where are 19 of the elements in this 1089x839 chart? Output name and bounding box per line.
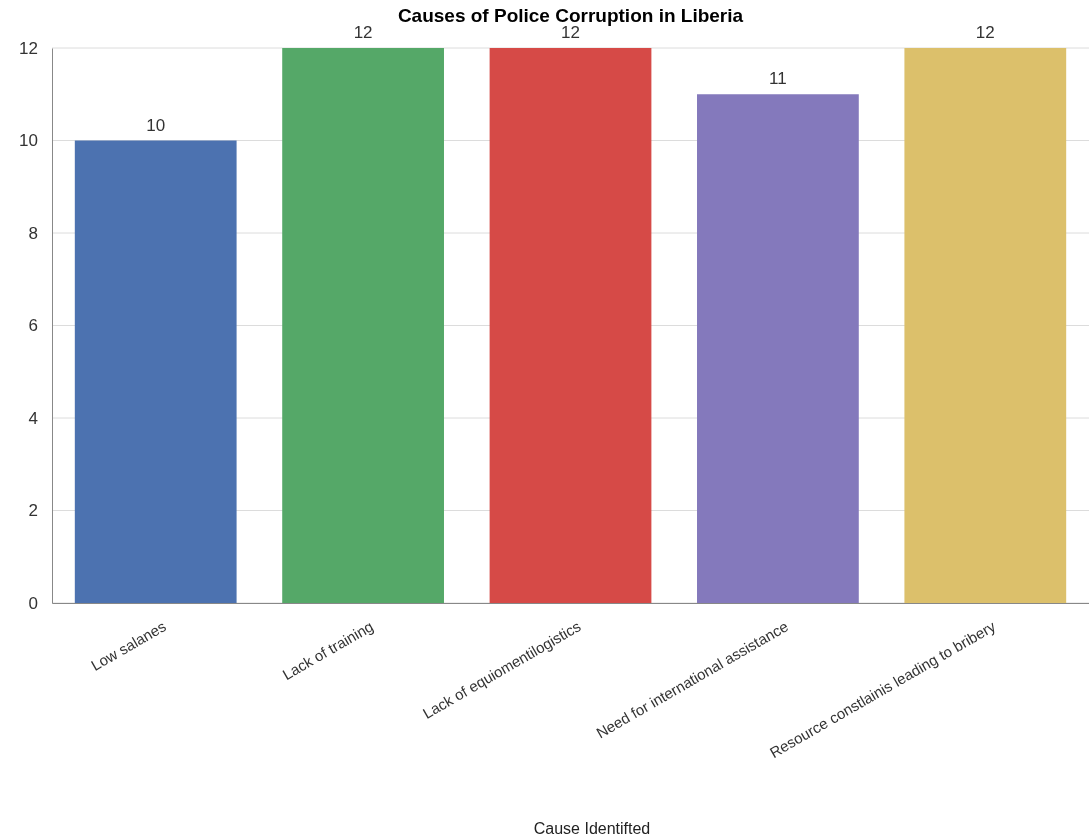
bar [282, 48, 444, 603]
y-tick-label: 0 [28, 593, 38, 613]
bar [904, 48, 1067, 603]
bar [489, 48, 652, 603]
y-tick-label: 6 [28, 316, 38, 336]
data-label: 12 [353, 23, 373, 42]
y-tick-label: 10 [19, 131, 38, 151]
y-tick-label: 4 [28, 408, 38, 428]
data-label: 12 [975, 23, 995, 42]
x-axis-title: Cause Identifted [533, 820, 651, 837]
bar [74, 140, 237, 603]
chart-title: Causes of Police Corruption in Liberia [397, 5, 744, 26]
y-tick-label: 12 [19, 38, 38, 58]
data-label: 12 [561, 23, 580, 42]
bar [697, 94, 859, 603]
data-label: 11 [769, 69, 787, 89]
y-tick-label: 2 [28, 501, 38, 521]
y-tick-label: 8 [28, 223, 38, 243]
data-label: 10 [146, 115, 166, 135]
